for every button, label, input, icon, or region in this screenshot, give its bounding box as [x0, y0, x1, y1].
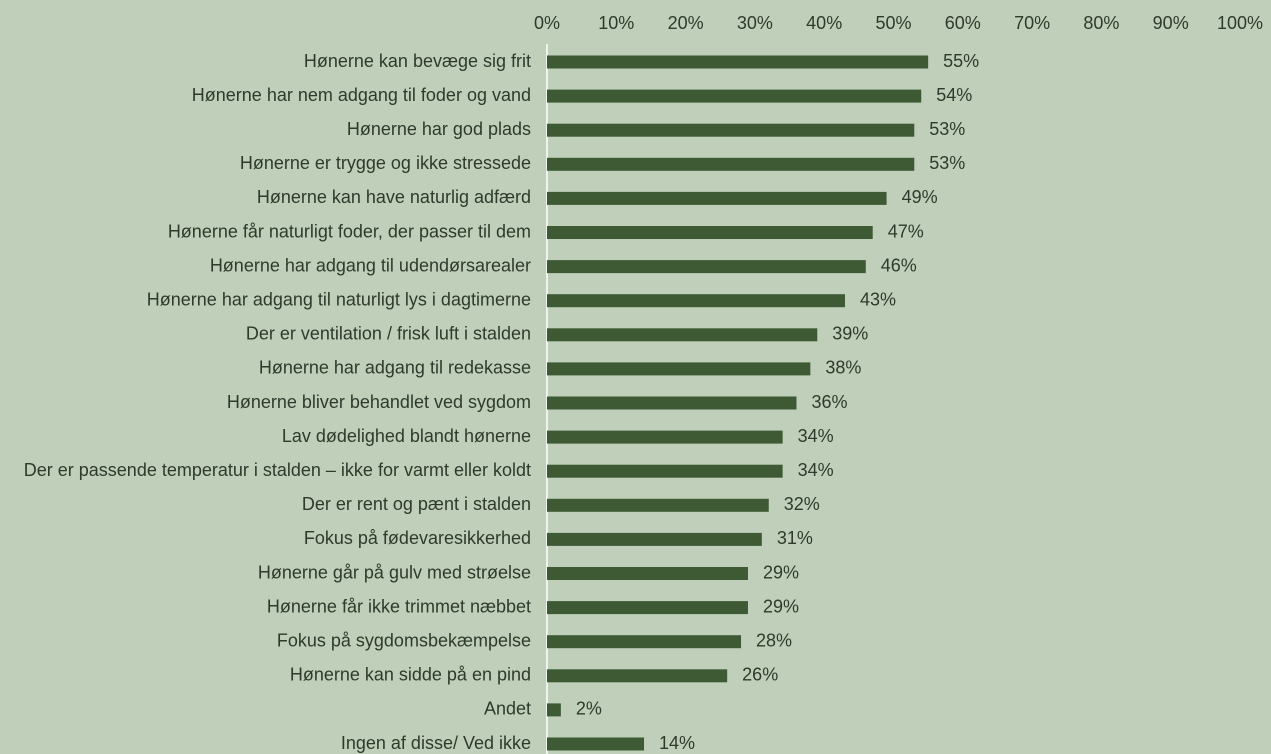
bar-row: Der er passende temperatur i stalden – i… — [24, 460, 834, 480]
data-label: 29% — [763, 596, 799, 616]
x-tick-label: 60% — [945, 13, 981, 33]
category-label: Hønerne kan bevæge sig frit — [304, 51, 531, 71]
data-label: 47% — [888, 221, 924, 241]
category-label: Hønerne har adgang til redekasse — [259, 358, 531, 378]
x-axis-ticks: 0% 10% 20% 30% 40% 50% 60% 70% 80% 90% 100% — [534, 13, 1263, 33]
data-label: 32% — [784, 494, 820, 514]
bar — [547, 464, 783, 478]
data-label: 43% — [860, 289, 896, 309]
category-label: Hønerne kan sidde på en pind — [290, 665, 531, 685]
bar-row: Hønerne er trygge og ikke stressede 53% — [240, 153, 965, 173]
data-label: 36% — [811, 392, 847, 412]
bar — [547, 601, 748, 615]
category-label: Hønerne bliver behandlet ved sygdom — [227, 392, 531, 412]
bar — [547, 89, 922, 103]
bars-group: Hønerne kan bevæge sig frit 55% Hønerne ha… — [24, 51, 979, 753]
bar — [547, 226, 873, 239]
data-label: 38% — [825, 358, 861, 378]
data-label: 14% — [659, 733, 695, 753]
category-label: Hønerne har god plads — [347, 119, 531, 139]
data-label: 29% — [763, 562, 799, 582]
bar-row: Hønerne bliver behandlet ved sygdom 36% — [227, 392, 848, 412]
category-label: Hønerne er trygge og ikke stressede — [240, 153, 531, 173]
data-label: 34% — [798, 426, 834, 446]
bar — [547, 328, 818, 342]
bar-row: Andet 2% — [484, 699, 602, 719]
x-tick-label: 100% — [1217, 13, 1263, 33]
category-label: Hønerne kan have naturlig adfærd — [257, 187, 531, 207]
bar-row: Hønerne har god plads 53% — [347, 119, 965, 139]
data-label: 46% — [881, 255, 917, 275]
data-label: 34% — [798, 460, 834, 480]
category-label: Hønerne går på gulv med strøelse — [258, 562, 531, 582]
bar-row: Hønerne har adgang til udendørsarealer 46… — [210, 255, 917, 275]
bar-row: Hønerne har adgang til redekasse 38% — [259, 358, 862, 378]
data-label: 31% — [777, 528, 813, 548]
bar — [547, 567, 748, 580]
bar-row: Hønerne kan bevæge sig frit 55% — [304, 51, 979, 71]
bar — [547, 430, 783, 444]
bar-row: Der er rent og pænt i stalden 32% — [302, 494, 820, 514]
bar-row: Ingen af disse/ Ved ikke 14% — [341, 733, 695, 753]
bar — [547, 635, 742, 649]
bar-row: Lav dødelighed blandt hønerne 34% — [282, 426, 834, 446]
bar-row: Hønerne går på gulv med strøelse 29% — [258, 562, 799, 582]
x-tick-label: 80% — [1083, 13, 1119, 33]
bar — [547, 260, 866, 274]
bar-row: Hønerne har adgang til naturligt lys i d… — [147, 289, 896, 309]
category-label: Der er passende temperatur i stalden – i… — [24, 460, 531, 480]
category-label: Der er rent og pænt i stalden — [302, 494, 531, 514]
data-label: 49% — [902, 187, 938, 207]
data-label: 53% — [929, 153, 965, 173]
data-label: 28% — [756, 630, 792, 650]
bar-row: Hønerne får ikke trimmet næbbet 29% — [267, 596, 799, 616]
data-label: 54% — [936, 85, 972, 105]
data-label: 55% — [943, 51, 979, 71]
x-tick-label: 50% — [875, 13, 911, 33]
category-label: Hønerne får naturligt foder, der passer … — [168, 221, 531, 241]
category-label: Hønerne har adgang til naturligt lys i d… — [147, 289, 531, 309]
bar — [547, 669, 728, 683]
bar — [547, 532, 762, 546]
bar-row: Hønerne kan have naturlig adfærd 49% — [257, 187, 938, 207]
category-label: Hønerne har nem adgang til foder og vand — [192, 85, 531, 105]
category-label: Fokus på fødevaresikkerhed — [304, 528, 531, 548]
bar — [547, 123, 915, 137]
category-label: Fokus på sygdomsbekæmpelse — [277, 630, 531, 650]
data-label: 2% — [576, 699, 602, 719]
x-tick-label: 90% — [1153, 13, 1189, 33]
x-tick-label: 10% — [598, 13, 634, 33]
category-label: Ingen af disse/ Ved ikke — [341, 733, 531, 753]
bar-row: Fokus på sygdomsbekæmpelse 28% — [277, 630, 792, 650]
x-tick-label: 30% — [737, 13, 773, 33]
category-label: Hønerne har adgang til udendørsarealer — [210, 255, 531, 275]
category-label: Lav dødelighed blandt hønerne — [282, 426, 531, 446]
bar-row: Fokus på fødevaresikkerhed 31% — [304, 528, 813, 548]
bar — [547, 191, 887, 205]
bar-row: Hønerne har nem adgang til foder og vand… — [192, 85, 972, 105]
bar-row: Hønerne kan sidde på en pind 26% — [290, 665, 778, 685]
data-label: 26% — [742, 665, 778, 685]
bar — [547, 157, 915, 171]
bar — [547, 737, 645, 751]
bar-row: Der er ventilation / frisk luft i stalde… — [246, 324, 868, 344]
category-label: Andet — [484, 699, 531, 719]
category-label: Hønerne får ikke trimmet næbbet — [267, 596, 531, 616]
bar — [547, 55, 929, 69]
bar — [547, 294, 845, 308]
category-label: Der er ventilation / frisk luft i stalde… — [246, 324, 531, 344]
bar-row: Hønerne får naturligt foder, der passer … — [168, 221, 924, 241]
x-tick-label: 40% — [806, 13, 842, 33]
bar — [547, 396, 797, 410]
x-tick-label: 20% — [668, 13, 704, 33]
x-tick-label: 0% — [534, 13, 560, 33]
data-label: 39% — [832, 324, 868, 344]
x-tick-label: 70% — [1014, 13, 1050, 33]
bar — [547, 498, 769, 512]
bar — [547, 703, 561, 717]
data-label: 53% — [929, 119, 965, 139]
bar — [547, 362, 811, 376]
